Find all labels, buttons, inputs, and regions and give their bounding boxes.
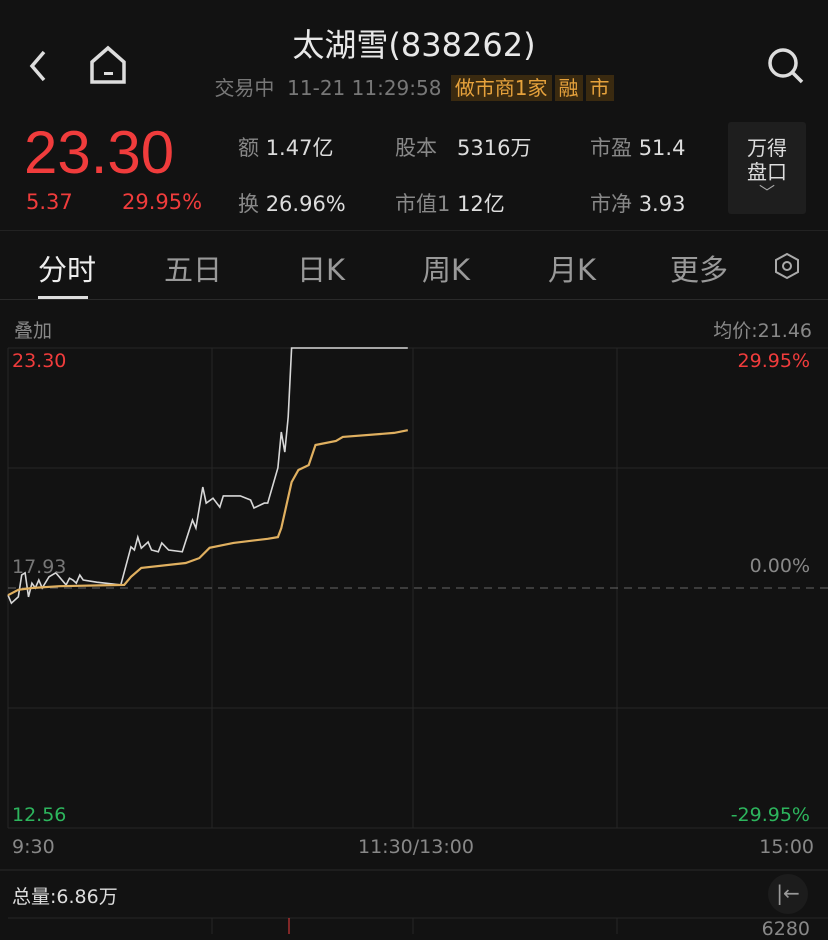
tab-monthly-k[interactable]: 月K	[548, 253, 597, 287]
status-line: 交易中 11-21 11:29:58 做市商1家融市	[0, 72, 828, 101]
wind-line1: 万得	[747, 136, 787, 160]
tab-daily-k[interactable]: 日K	[297, 253, 346, 287]
price-change-pct: 29.95%	[122, 190, 203, 214]
prev-close-label: 17.93	[12, 556, 67, 578]
time-end: 15:00	[759, 836, 814, 858]
back-button[interactable]	[24, 46, 54, 86]
home-button[interactable]	[88, 44, 128, 86]
settings-hexagon-icon[interactable]	[772, 251, 802, 281]
avg-price-label: 均价:21.46	[713, 320, 812, 342]
stat-share-capital: 股本 5316万	[395, 136, 532, 160]
time-start: 9:30	[12, 836, 55, 858]
time-mid: 11:30/13:00	[358, 836, 474, 858]
timestamp: 11-21 11:29:58	[287, 76, 442, 100]
stat-pe: 市盈 51.4	[590, 136, 686, 160]
pct-low-label: -29.95%	[730, 804, 810, 826]
overlay-button[interactable]: 叠加	[14, 320, 53, 342]
search-icon	[768, 48, 804, 84]
tab-more[interactable]: 更多	[670, 253, 729, 287]
stat-pb: 市净 3.93	[590, 192, 686, 216]
collapse-button[interactable]: |←	[768, 874, 808, 914]
market-maker-badge: 做市商1家	[450, 75, 552, 101]
chart-tabs: 分时 五日 日K 周K 月K 更多	[0, 230, 828, 300]
price-low-label: 12.56	[12, 804, 67, 826]
stat-turnover: 换 26.96%	[238, 192, 346, 216]
price-line	[7, 347, 408, 605]
avg-line	[7, 429, 409, 597]
stock-title: 太湖雪(838262)	[292, 26, 536, 64]
volume-axis-max: 6280	[761, 918, 810, 940]
home-icon	[90, 45, 126, 84]
pct-mid-label: 0.00%	[749, 555, 810, 577]
last-price: 23.30	[24, 119, 175, 186]
tab-weekly-k[interactable]: 周K	[422, 253, 471, 287]
wind-line2: 盘口	[747, 160, 787, 184]
stat-amount: 额 1.47亿	[238, 136, 334, 160]
chevron-down-icon: ﹀	[758, 183, 775, 202]
active-tab-indicator	[38, 296, 88, 299]
pct-high-label: 29.95%	[737, 350, 810, 372]
back-icon	[29, 50, 46, 82]
total-volume: 总量:6.86万	[12, 886, 118, 908]
stat-market-cap: 市值1 12亿	[395, 192, 505, 216]
price-change: 5.37	[26, 190, 73, 214]
trading-status: 交易中	[214, 76, 275, 100]
tab-intraday[interactable]: 分时	[38, 253, 97, 287]
tab-five-day[interactable]: 五日	[164, 253, 223, 287]
market-badge: 市	[585, 75, 614, 101]
collapse-left-icon: |←	[776, 881, 800, 905]
search-button[interactable]	[766, 46, 806, 86]
wind-orderbook-button[interactable]: 万得 盘口 ﹀	[728, 122, 806, 214]
margin-badge: 融	[554, 75, 583, 101]
price-high-label: 23.30	[12, 350, 67, 372]
